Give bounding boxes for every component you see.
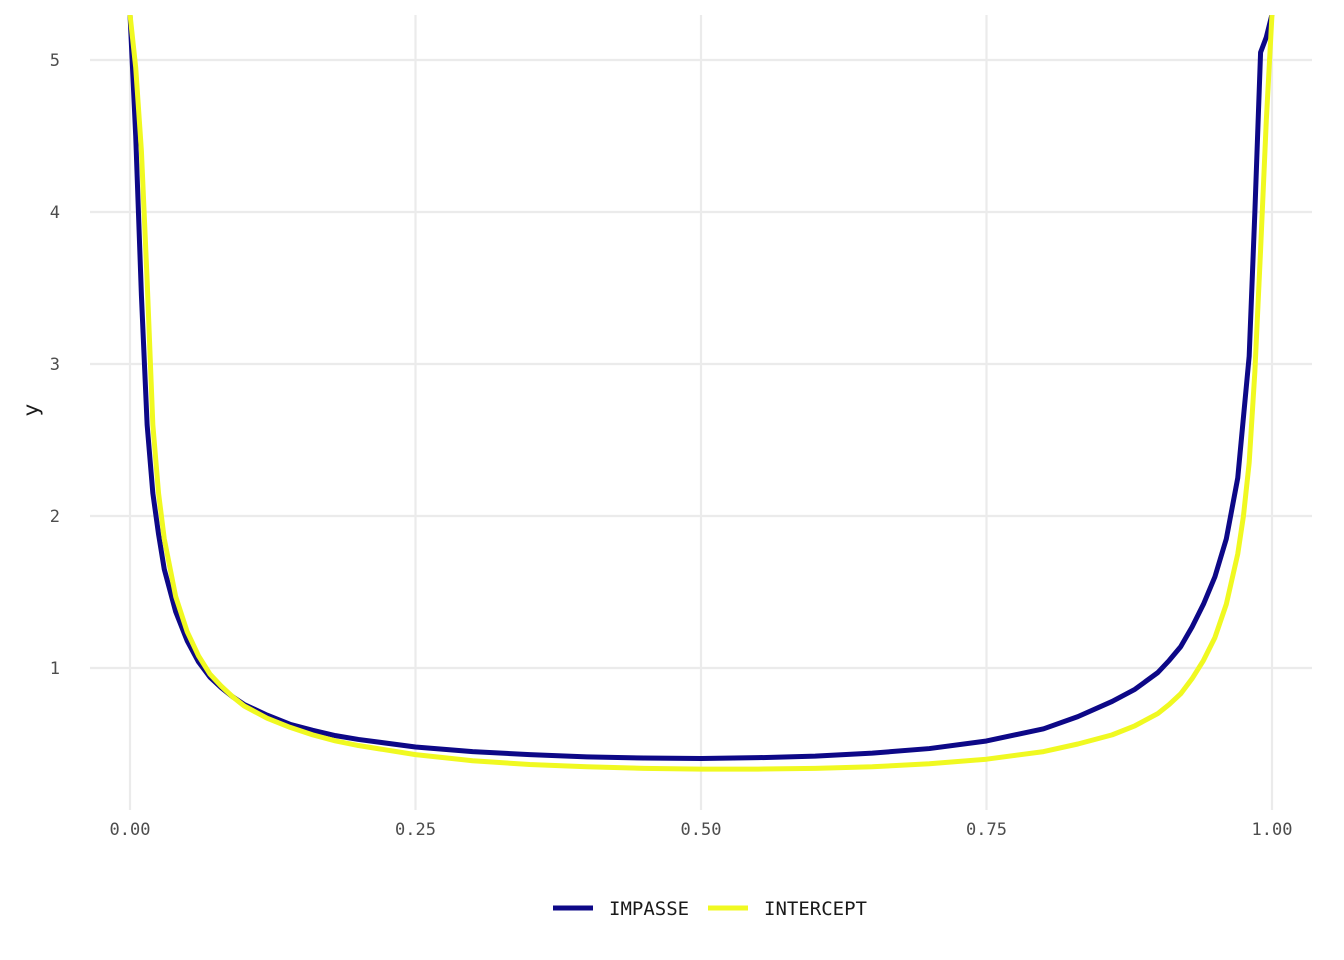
series-lines: [127, 15, 1275, 772]
series-line-intercept: [127, 15, 1275, 772]
series-line-impasse: [127, 15, 1275, 761]
y-axis-title: y: [19, 404, 43, 416]
legend-label-impasse: IMPASSE: [609, 898, 689, 920]
vertical-grid-lines: [128, 15, 1274, 810]
y-tick-label: 5: [50, 51, 60, 71]
x-tick-label: 0.25: [395, 820, 436, 840]
x-tick-label: 0.75: [966, 820, 1007, 840]
horizontal-grid-lines: [90, 58, 1312, 670]
legend: IMPASSE INTERCEPT: [553, 898, 867, 920]
y-tick-label: 3: [50, 355, 60, 375]
legend-label-intercept: INTERCEPT: [764, 898, 867, 920]
y-tick-label: 1: [50, 659, 60, 679]
x-tick-label: 1.00: [1252, 820, 1293, 840]
x-tick-label: 0.00: [110, 820, 151, 840]
y-tick-label: 2: [50, 507, 60, 527]
y-tick-label: 4: [50, 203, 60, 223]
x-tick-label: 0.50: [681, 820, 722, 840]
x-axis-tick-labels: 0.00 0.25 0.50 0.75 1.00: [110, 820, 1293, 840]
y-axis-tick-labels: 1 2 3 4 5: [50, 51, 60, 679]
